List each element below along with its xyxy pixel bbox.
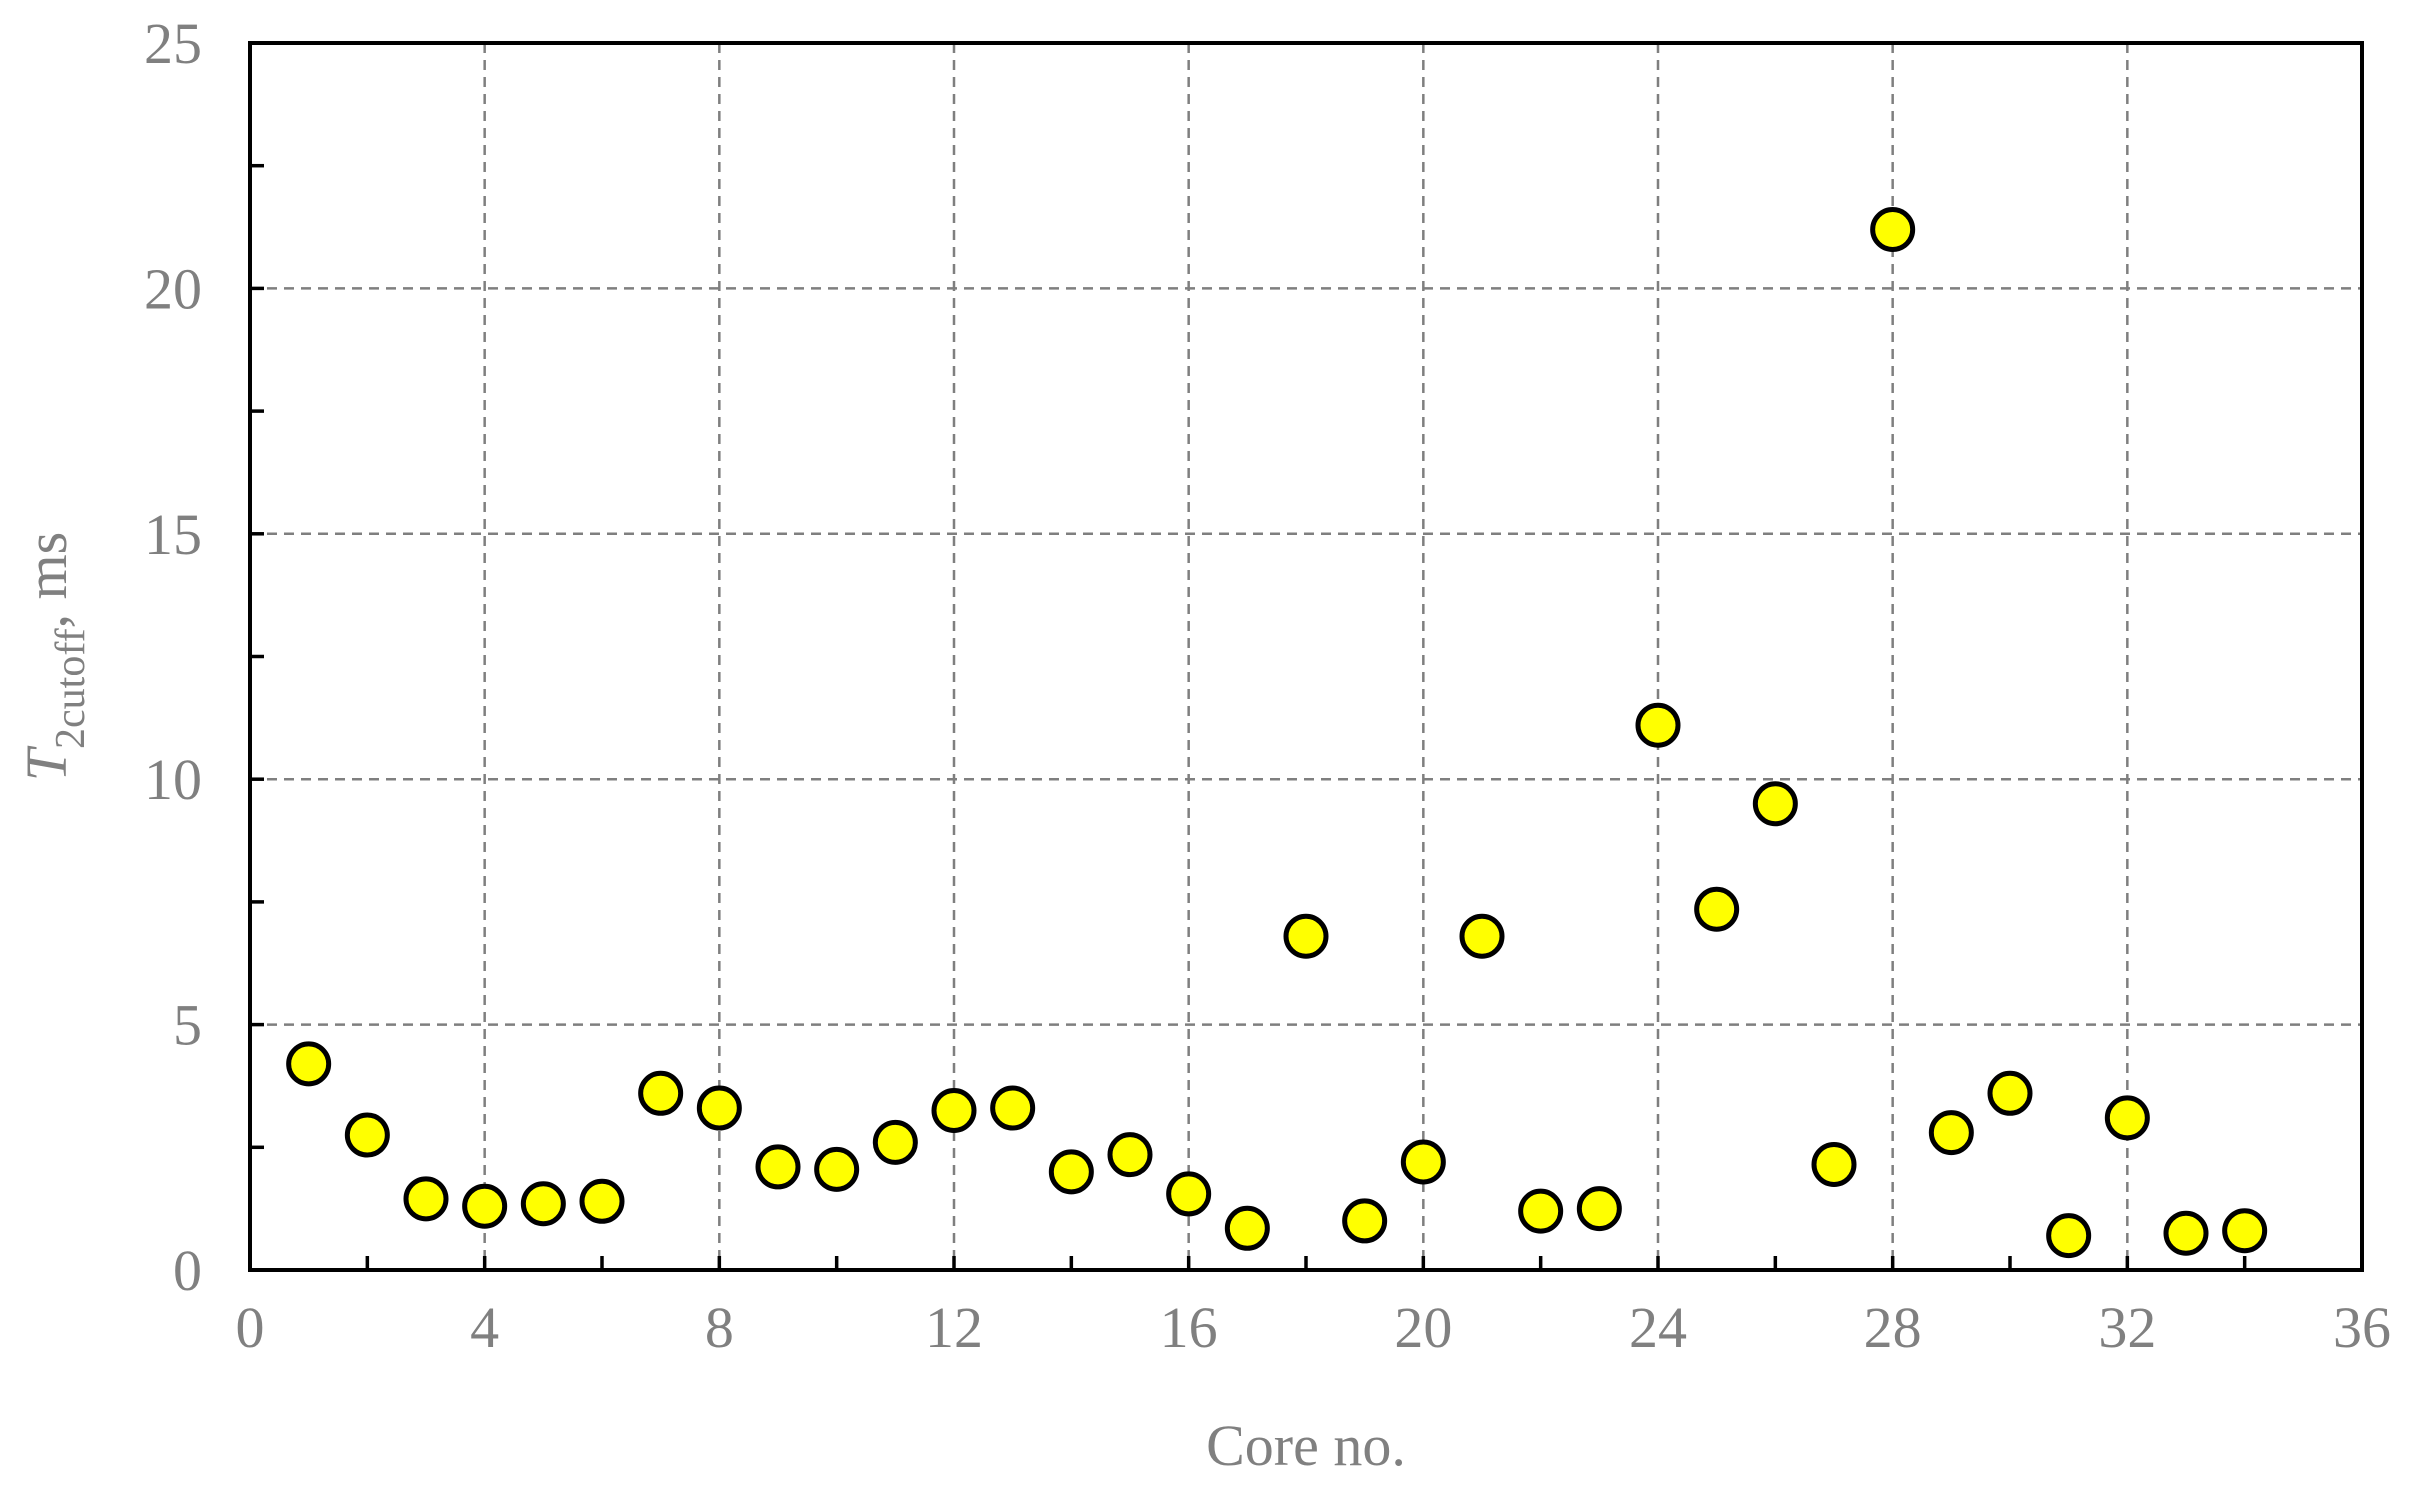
data-point	[344, 1112, 390, 1158]
x-tick-label: 28	[1864, 1295, 1922, 1360]
x-tick-label: 36	[2333, 1295, 2391, 1360]
data-point	[1224, 1205, 1270, 1251]
data-point	[579, 1178, 625, 1224]
y-tick-label: 0	[173, 1238, 202, 1303]
y-axis-title-main: T	[14, 745, 79, 781]
grid-lines	[250, 43, 2362, 1270]
x-axis-title: Core no.	[1206, 1413, 1406, 1478]
data-point	[1166, 1171, 1212, 1217]
x-tick-label: 12	[925, 1295, 983, 1360]
data-point	[1811, 1141, 1857, 1187]
data-point	[1459, 913, 1505, 959]
data-points	[286, 207, 2268, 1259]
y-axis-title-unit: , ms	[14, 532, 79, 629]
data-point	[1107, 1132, 1153, 1178]
data-point	[2104, 1095, 2150, 1141]
data-point	[2046, 1213, 2092, 1259]
x-tick-label: 32	[2098, 1295, 2156, 1360]
data-point	[696, 1085, 742, 1131]
x-tick-label: 0	[236, 1295, 265, 1360]
tick-labels: 0 4 8 12 16 20 24 28 32 36 0 5 10 15 20 25	[144, 11, 2391, 1360]
x-tick-label: 24	[1629, 1295, 1687, 1360]
data-point	[872, 1119, 918, 1165]
x-tick-label: 16	[1160, 1295, 1218, 1360]
data-point	[462, 1183, 508, 1229]
data-point	[2222, 1208, 2268, 1254]
data-point	[1518, 1188, 1564, 1234]
data-point	[1870, 207, 1916, 253]
y-axis-title: T2cutoff, ms	[14, 532, 94, 781]
data-point	[1987, 1070, 2033, 1116]
y-tick-label: 25	[144, 11, 202, 76]
data-point	[1752, 781, 1798, 827]
data-point	[403, 1176, 449, 1222]
data-point	[755, 1144, 801, 1190]
plot-frame	[248, 41, 2364, 1272]
y-axis-title-subscript: 2cutoff	[48, 628, 94, 749]
data-point	[1342, 1198, 1388, 1244]
y-tick-label: 10	[144, 747, 202, 812]
data-point	[2163, 1210, 2209, 1256]
data-point	[1928, 1110, 1974, 1156]
data-point	[1048, 1149, 1094, 1195]
axis-ticks	[248, 41, 2364, 1272]
data-point	[814, 1146, 860, 1192]
data-point	[1283, 913, 1329, 959]
data-point	[990, 1085, 1036, 1131]
data-point	[520, 1181, 566, 1227]
x-tick-label: 8	[705, 1295, 734, 1360]
data-point	[1694, 886, 1740, 932]
y-tick-label: 20	[144, 256, 202, 321]
data-point	[638, 1070, 684, 1116]
data-point	[1400, 1139, 1446, 1185]
x-tick-label: 4	[470, 1295, 499, 1360]
data-point	[1576, 1186, 1622, 1232]
data-point	[286, 1041, 332, 1087]
data-point	[931, 1087, 977, 1133]
data-point	[1635, 702, 1681, 748]
x-tick-label: 20	[1394, 1295, 1452, 1360]
y-tick-label: 5	[173, 993, 202, 1058]
y-tick-label: 15	[144, 502, 202, 567]
